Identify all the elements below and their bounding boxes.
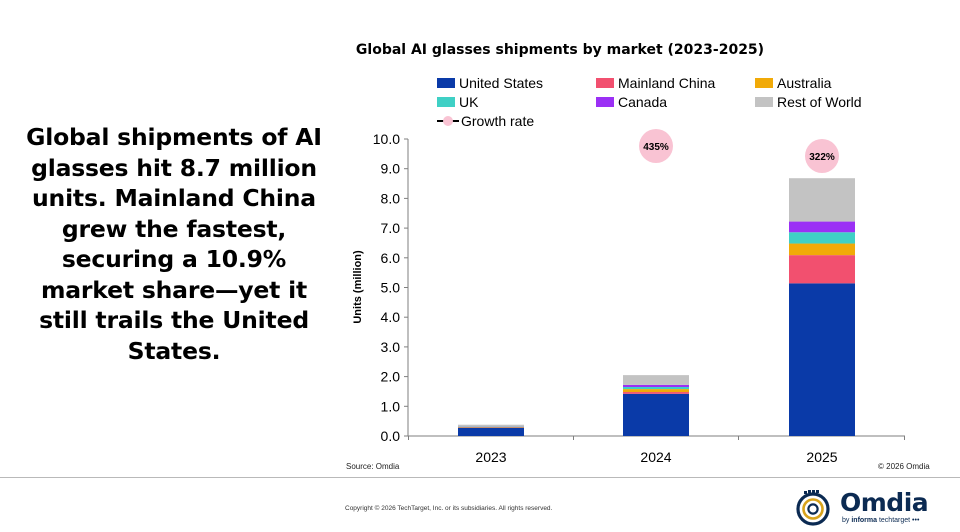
legend-swatch-united-states bbox=[437, 78, 455, 88]
omdia-logo-tagline: by informa techtarget ••• bbox=[842, 517, 919, 524]
y-tick-label: 6.0 bbox=[381, 250, 401, 266]
legend-label-growth-rate: Growth rate bbox=[461, 113, 535, 129]
legend-item-australia: Australia bbox=[755, 75, 831, 91]
footer-copyright: Copyright © 2026 TechTarget, Inc. or its… bbox=[345, 505, 553, 512]
headline: Global shipments of AI glasses hit 8.7 m… bbox=[26, 123, 322, 365]
legend-swatch-uk bbox=[437, 97, 455, 107]
bar-rest-of-world-2025 bbox=[789, 178, 855, 222]
growth-rate-marker-2024 bbox=[639, 129, 673, 163]
bar-united-states-2025 bbox=[789, 283, 855, 436]
y-tick-label: 3.0 bbox=[381, 339, 401, 355]
omdia-logo-icon bbox=[796, 490, 830, 526]
y-tick-label: 2.0 bbox=[381, 369, 401, 385]
legend-label-uk: UK bbox=[459, 94, 479, 110]
x-tick-label-2023: 2023 bbox=[475, 449, 506, 465]
omdia-logo-name: Omdia bbox=[840, 488, 929, 517]
bar-rest-of-world-2024 bbox=[623, 375, 689, 385]
logo-dots: ••• bbox=[912, 517, 920, 524]
legend-item-growth-rate: Growth rate bbox=[437, 113, 534, 129]
bar-mainland-china-2025 bbox=[789, 255, 855, 284]
y-tick-label: 10.0 bbox=[373, 131, 400, 147]
x-tick-label-2025: 2025 bbox=[806, 449, 837, 465]
bar-canada-2024 bbox=[623, 384, 689, 387]
legend-swatch-australia bbox=[755, 78, 773, 88]
legend-item-mainland-china: Mainland China bbox=[596, 75, 715, 91]
bar-united-states-2024 bbox=[623, 393, 689, 436]
y-tick-label: 7.0 bbox=[381, 220, 401, 236]
legend-item-united-states: United States bbox=[437, 75, 543, 91]
legend-label-canada: Canada bbox=[618, 94, 668, 110]
y-tick-label: 9.0 bbox=[381, 161, 401, 177]
bar-australia-2023 bbox=[458, 426, 524, 428]
legend-swatch-rest-of-world bbox=[755, 97, 773, 107]
x-tick-label-2024: 2024 bbox=[640, 449, 671, 465]
y-tick-label: 5.0 bbox=[381, 280, 401, 296]
chart-title: Global AI glasses shipments by market (2… bbox=[355, 42, 765, 58]
legend-item-canada: Canada bbox=[596, 94, 667, 110]
bar-australia-2024 bbox=[623, 389, 689, 393]
legend-label-united-states: United States bbox=[459, 75, 544, 91]
bar-australia-2025 bbox=[789, 243, 855, 256]
growth-rate-label-2024: 435% bbox=[643, 142, 669, 153]
y-tick-label: 8.0 bbox=[381, 190, 401, 206]
y-tick-label: 1.0 bbox=[381, 398, 401, 414]
bar-rest-of-world-2023 bbox=[458, 424, 524, 427]
bar-mainland-china-2024 bbox=[623, 392, 689, 394]
bar-uk-2025 bbox=[789, 232, 855, 244]
omdia-logo: Omdia by informa techtarget ••• bbox=[794, 488, 944, 528]
footer-divider bbox=[0, 477, 960, 478]
legend-item-uk: UK bbox=[437, 94, 478, 110]
logo-sub-prefix: by bbox=[842, 517, 852, 524]
chart-legend: United States Mainland China Australia U… bbox=[437, 75, 897, 135]
legend-label-mainland-china: Mainland China bbox=[618, 75, 716, 91]
legend-swatch-canada bbox=[596, 97, 614, 107]
legend-label-australia: Australia bbox=[777, 75, 832, 91]
growth-rate-marker-2025 bbox=[805, 139, 839, 173]
y-tick-label: 4.0 bbox=[381, 309, 401, 325]
legend-swatch-growth-rate bbox=[437, 115, 459, 127]
legend-swatch-mainland-china bbox=[596, 78, 614, 88]
legend-item-rest-of-world: Rest of World bbox=[755, 94, 862, 110]
bar-united-states-2023 bbox=[458, 427, 524, 436]
y-tick-label: 0.0 bbox=[381, 428, 401, 444]
growth-rate-label-2025: 322% bbox=[809, 152, 835, 163]
bar-uk-2024 bbox=[623, 386, 689, 390]
chart-source: Source: Omdia bbox=[346, 462, 400, 471]
logo-sub-brand: informa bbox=[851, 517, 878, 524]
legend-label-rest-of-world: Rest of World bbox=[777, 94, 862, 110]
bar-canada-2025 bbox=[789, 221, 855, 233]
chart-copyright: © 2026 Omdia bbox=[878, 462, 930, 471]
y-axis-label: Units (million) bbox=[352, 250, 364, 324]
logo-sub-suffix: techtarget bbox=[877, 517, 911, 524]
